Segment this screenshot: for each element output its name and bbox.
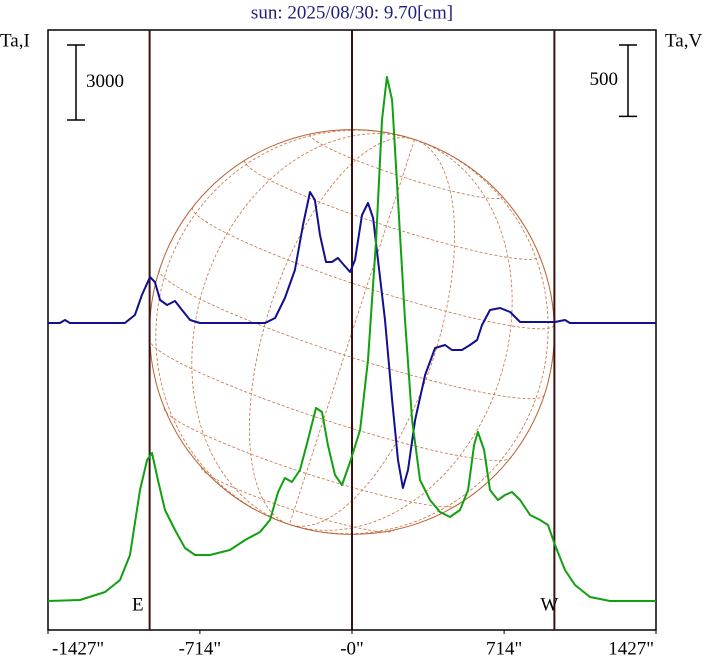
disk-grid (149, 129, 555, 535)
scale-bar-label: 500 (590, 69, 619, 90)
series-line (47, 76, 656, 602)
parallel (149, 338, 512, 461)
x-tick-label: -0" (340, 638, 364, 659)
meridian (289, 139, 549, 535)
marker-label: W (540, 594, 558, 615)
meridian (155, 129, 415, 525)
meridian (191, 133, 415, 525)
x-tick-label: 1427" (608, 638, 654, 659)
y2-axis-label: Ta,V (665, 30, 702, 51)
y-axis-label: Ta,I (0, 30, 30, 51)
x-tick-label: 714" (486, 638, 522, 659)
x-tick-label: -1427" (52, 638, 104, 659)
parallel (192, 207, 555, 330)
series-line (48, 191, 656, 489)
parallel (244, 160, 541, 260)
meridian (249, 137, 415, 525)
scale-bar-label: 3000 (86, 71, 124, 92)
meridian (289, 139, 513, 531)
parallel (159, 269, 545, 400)
marker-label: E (132, 594, 144, 615)
chart-title: sun: 2025/08/30: 9.70[cm] (251, 2, 453, 23)
meridian (289, 139, 455, 527)
parallel (163, 407, 460, 508)
x-tick-label: -714" (179, 638, 222, 659)
